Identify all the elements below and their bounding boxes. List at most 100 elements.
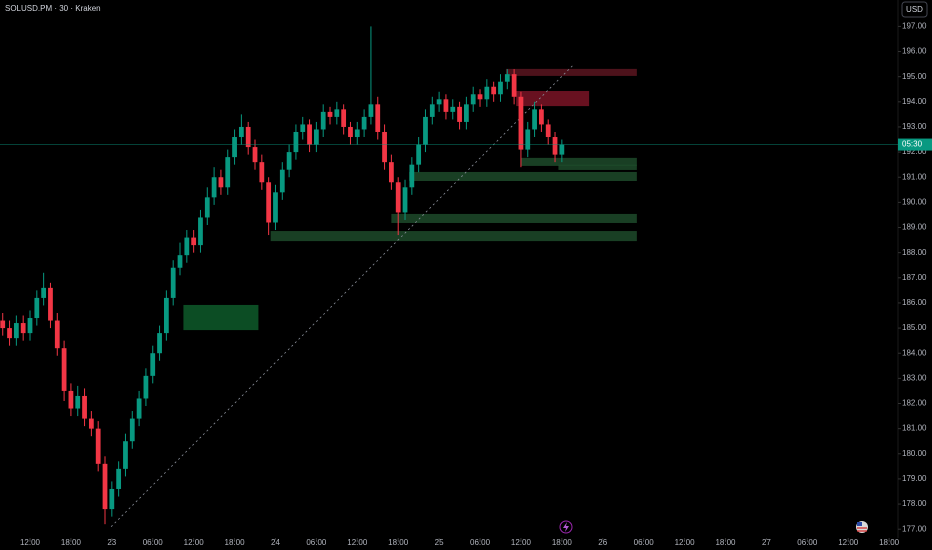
- zone: [391, 213, 637, 223]
- zone: [409, 171, 637, 182]
- x-tick-label: 26: [598, 538, 607, 547]
- candle-body: [82, 395, 87, 419]
- candle-body: [320, 111, 326, 130]
- y-tick-label: 195.00: [902, 72, 927, 81]
- zone: [270, 231, 637, 242]
- candle-body: [218, 177, 224, 188]
- zone: [183, 304, 259, 331]
- x-tick-label: 24: [271, 538, 280, 547]
- y-tick-label: 191.00: [902, 172, 927, 181]
- y-tick-label: 186.00: [902, 298, 927, 307]
- x-tick-label: 12:00: [511, 538, 532, 547]
- candle-body: [286, 152, 292, 170]
- candle-body: [20, 323, 26, 334]
- zone: [505, 68, 637, 76]
- candle-body: [464, 104, 469, 122]
- y-tick-label: 197.00: [902, 22, 927, 31]
- zone: [520, 157, 637, 166]
- x-tick-label: 18:00: [61, 538, 82, 547]
- candle-body: [266, 182, 272, 223]
- candle-body: [88, 418, 94, 429]
- currency-label[interactable]: USD: [906, 5, 923, 14]
- y-tick-label: 183.00: [902, 373, 927, 382]
- x-tick-label: 12:00: [838, 538, 859, 547]
- zone: [558, 164, 637, 170]
- candle-body: [184, 237, 190, 256]
- x-tick-label: 06:00: [797, 538, 818, 547]
- candle-body: [191, 237, 197, 246]
- candle-body: [238, 126, 244, 138]
- candle-body: [436, 99, 442, 105]
- candle-body: [157, 333, 162, 354]
- candle-body: [163, 297, 169, 334]
- candle-body: [136, 398, 142, 419]
- y-tick-label: 188.00: [902, 248, 927, 257]
- candle-body: [402, 187, 408, 213]
- candle-body: [102, 463, 108, 510]
- currency-button[interactable]: [901, 1, 928, 18]
- y-tick-label: 190.00: [902, 197, 927, 206]
- y-tick-label: 194.00: [902, 97, 927, 106]
- candle-body: [354, 129, 360, 138]
- x-tick-label: 18:00: [388, 538, 409, 547]
- candle-body: [552, 137, 558, 155]
- candle-body: [375, 104, 381, 132]
- candle-body: [34, 297, 40, 319]
- candle-body: [470, 94, 476, 105]
- candle-body: [279, 169, 285, 193]
- candle-body: [525, 129, 531, 150]
- candle-body: [511, 74, 517, 97]
- x-tick-label: 12:00: [675, 538, 696, 547]
- y-tick-label: 184.00: [902, 348, 927, 357]
- candle-body: [273, 192, 278, 223]
- candle-body: [170, 267, 176, 298]
- candle-body: [409, 164, 415, 188]
- y-tick-label: 182.00: [902, 399, 927, 408]
- candle-body: [245, 126, 251, 148]
- candle-body: [232, 137, 237, 158]
- y-tick-label: 180.00: [902, 449, 927, 458]
- candle-body: [477, 94, 483, 100]
- x-tick-label: 18:00: [715, 538, 736, 547]
- candle-body: [361, 116, 367, 130]
- x-tick-label: 25: [435, 538, 444, 547]
- candle-body: [545, 124, 551, 138]
- y-tick-label: 187.00: [902, 273, 927, 282]
- candle-body: [307, 124, 312, 145]
- candle-body: [13, 323, 19, 339]
- candle-body: [450, 106, 456, 112]
- candle-body: [109, 488, 115, 510]
- x-tick-label: 06:00: [306, 538, 327, 547]
- candle-body: [0, 320, 6, 329]
- candle-body: [504, 74, 510, 82]
- y-tick-label: 181.00: [902, 424, 927, 433]
- candle-body: [368, 104, 374, 117]
- candle-body: [539, 109, 544, 125]
- y-tick-label: 177.00: [902, 524, 927, 533]
- x-tick-label: 18:00: [879, 538, 900, 547]
- flag-canton[interactable]: [857, 522, 862, 526]
- candle-body: [27, 318, 33, 334]
- candle-body: [143, 375, 149, 399]
- candle-body: [225, 157, 231, 188]
- candle-body: [327, 111, 333, 117]
- y-tick-label: 193.00: [902, 122, 927, 131]
- candle-body: [54, 320, 60, 349]
- lightning-icon[interactable]: [559, 520, 573, 534]
- candle-body: [61, 348, 67, 391]
- y-tick-label: 178.00: [902, 499, 927, 508]
- candle-body: [75, 395, 81, 409]
- candle-body: [341, 109, 347, 127]
- x-tick-label: 12:00: [347, 538, 368, 547]
- flag-icon[interactable]: [856, 521, 868, 533]
- candle-body: [382, 131, 387, 163]
- lightning-bolt[interactable]: [563, 522, 569, 532]
- x-tick-label: 12:00: [20, 538, 41, 547]
- candle-body: [518, 96, 524, 150]
- candle-body: [252, 147, 258, 163]
- candle-body: [484, 86, 490, 100]
- candle-body: [198, 217, 203, 246]
